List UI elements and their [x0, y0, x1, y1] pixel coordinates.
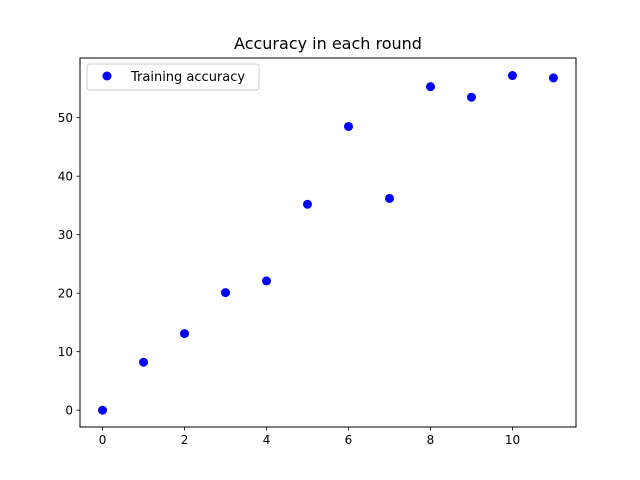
y-tick-label: 30	[58, 228, 73, 242]
x-tick-label: 8	[427, 433, 435, 447]
x-tick-label: 0	[99, 433, 107, 447]
x-axis: 0 2 4 6 8 10	[99, 427, 520, 447]
data-point	[343, 121, 353, 131]
y-tick-label: 40	[58, 170, 73, 184]
y-tick-label: 20	[58, 287, 73, 301]
data-point	[180, 329, 190, 339]
x-tick-label: 2	[181, 433, 189, 447]
chart-title: Accuracy in each round	[234, 34, 422, 53]
legend: Training accuracy	[86, 63, 260, 91]
data-points	[98, 71, 558, 415]
y-tick-label: 0	[65, 404, 73, 418]
y-tick-label: 50	[58, 111, 73, 125]
y-axis: 0 10 20 30 40 50	[58, 111, 80, 418]
plot-area	[80, 58, 576, 427]
data-point	[221, 288, 231, 298]
x-tick-label: 4	[263, 433, 271, 447]
plot-frame	[79, 57, 577, 428]
data-point	[139, 357, 149, 367]
data-point	[384, 193, 394, 203]
legend-label: Training accuracy	[130, 70, 245, 85]
y-tick-label: 10	[58, 345, 73, 359]
x-tick-label: 10	[505, 433, 520, 447]
x-tick-label: 6	[345, 433, 353, 447]
data-point	[262, 276, 272, 286]
data-point	[98, 405, 108, 415]
data-point	[507, 71, 517, 81]
data-point	[466, 92, 476, 102]
legend-box	[86, 63, 260, 91]
data-point	[425, 82, 435, 92]
data-point	[303, 199, 313, 209]
data-point	[548, 73, 558, 83]
legend-marker	[102, 71, 112, 81]
